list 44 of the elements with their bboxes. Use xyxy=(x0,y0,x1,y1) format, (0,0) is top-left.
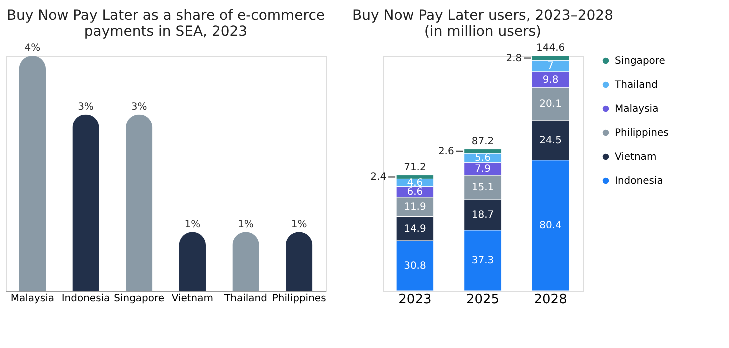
chart-title: Buy Now Pay Later users, 2023–2028 (in million users) xyxy=(352,8,614,40)
data-label: 9.8 xyxy=(542,74,559,86)
x-tick-label: 2023 xyxy=(398,292,432,308)
data-label: 4.6 xyxy=(407,178,424,189)
data-label: 15.1 xyxy=(472,182,494,194)
x-tick-label: Vietnam xyxy=(172,294,214,304)
data-label: 1% xyxy=(184,219,201,230)
total-label: 71.2 xyxy=(404,162,426,174)
total-label: 87.2 xyxy=(472,136,494,148)
x-tick-label: 2028 xyxy=(534,292,568,308)
data-label: 18.7 xyxy=(472,210,494,222)
chart-title: Buy Now Pay Later as a share of e-commerce payments in SEA, 2023 xyxy=(6,8,326,40)
x-tick-label: Philippines xyxy=(272,294,326,304)
data-label: 7.9 xyxy=(475,164,491,176)
data-label: 1% xyxy=(291,219,308,230)
data-label: 3% xyxy=(131,102,148,113)
x-tick-label: Thailand xyxy=(224,294,268,304)
data-label: 7 xyxy=(548,61,554,72)
data-label: 14.9 xyxy=(404,224,426,235)
data-label: 37.3 xyxy=(472,256,494,267)
legend-label: Vietnam xyxy=(615,152,657,163)
data-label: 11.9 xyxy=(404,202,426,214)
x-tick-label: 2025 xyxy=(466,292,500,308)
legend-label: Philippines xyxy=(615,128,669,139)
x-tick-label: Singapore xyxy=(114,294,165,304)
total-label: 144.6 xyxy=(536,43,566,54)
data-label: 4% xyxy=(24,43,41,54)
data-label: 2.6 xyxy=(438,146,454,158)
legend-label: Singapore xyxy=(615,56,666,67)
data-label: 30.8 xyxy=(404,260,426,272)
data-label: 20.1 xyxy=(540,99,562,110)
x-tick-label: Indonesia xyxy=(62,294,110,304)
data-label: 6.6 xyxy=(407,187,424,198)
x-tick-label: Malaysia xyxy=(10,294,55,304)
data-label: 3% xyxy=(78,102,94,113)
data-label: 2.8 xyxy=(506,53,522,64)
data-label: 80.4 xyxy=(540,220,562,232)
data-label: 24.5 xyxy=(540,135,562,146)
data-label: 1% xyxy=(238,219,254,230)
legend-label: Malaysia xyxy=(615,104,659,115)
legend-label: Thailand xyxy=(614,80,658,91)
data-label: 5.6 xyxy=(475,153,491,164)
legend-label: Indonesia xyxy=(615,176,664,187)
data-label: 2.4 xyxy=(370,172,387,184)
